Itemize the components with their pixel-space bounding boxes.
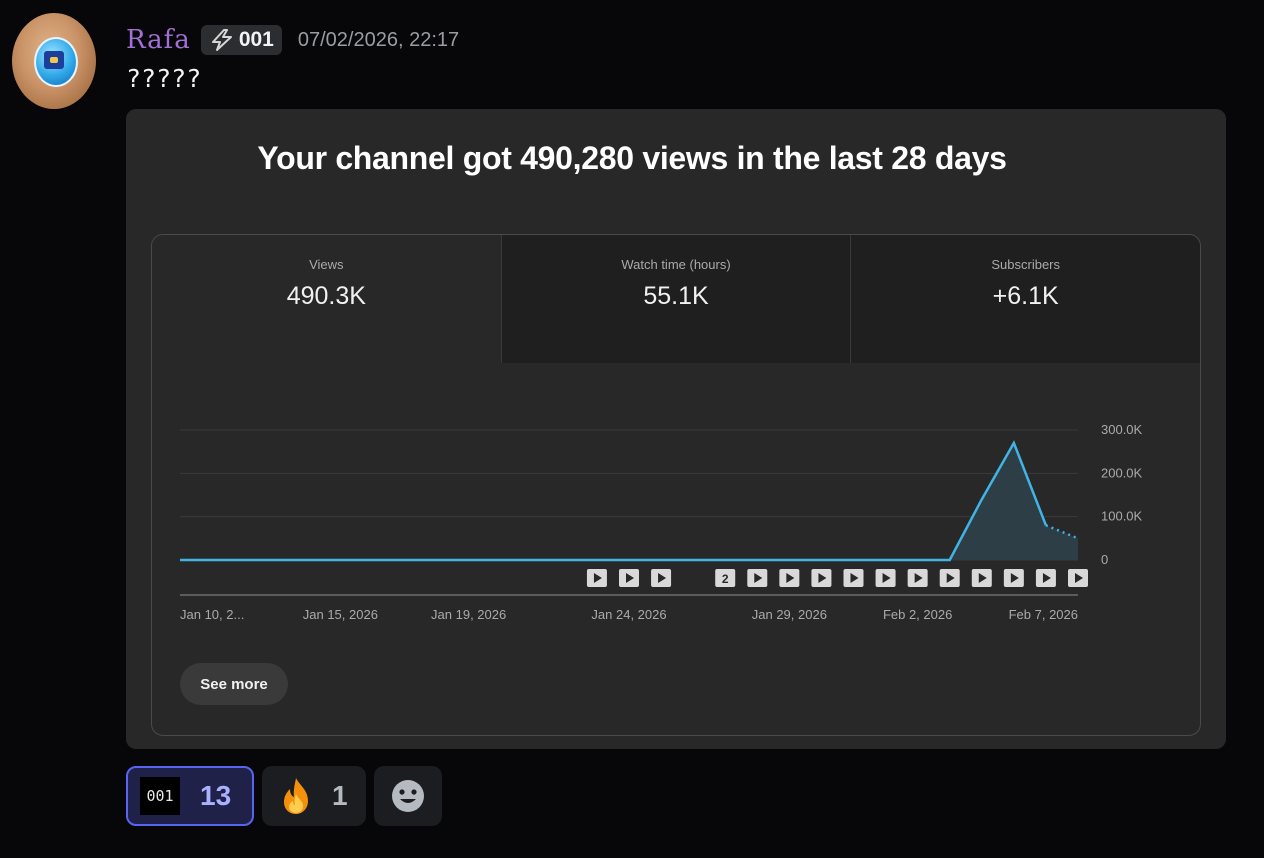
play-icon bbox=[626, 573, 634, 583]
series-line bbox=[180, 440, 1048, 562]
play-icon bbox=[1075, 573, 1083, 583]
stat-tab-subscribers[interactable]: Subscribers +6.1K bbox=[850, 235, 1200, 363]
stat-value: 55.1K bbox=[643, 282, 709, 310]
stat-value: 490.3K bbox=[286, 282, 366, 310]
timestamp: 07/02/2026, 22:17 bbox=[297, 28, 460, 51]
analytics-card: Views 490.3K Watch time (hours) 55.1K Su… bbox=[151, 234, 1201, 736]
username[interactable]: Rafa bbox=[126, 25, 191, 55]
play-icon bbox=[593, 573, 602, 583]
x-tick-label: Jan 29, 2026 bbox=[752, 607, 827, 622]
fire-icon bbox=[284, 778, 308, 814]
x-tick-label: Jan 10, 2... bbox=[180, 607, 244, 622]
server-tag-label: 001 bbox=[238, 28, 274, 51]
y-tick-label: 100.0K bbox=[1101, 509, 1143, 524]
video-marker-count: 2 bbox=[722, 572, 729, 586]
x-tick-label: Jan 19, 2026 bbox=[431, 607, 506, 622]
play-icon bbox=[1010, 573, 1019, 583]
stat-label: Watch time (hours) bbox=[621, 257, 731, 272]
x-tick-label: Jan 15, 2026 bbox=[303, 607, 378, 622]
stat-tab-watch-time[interactable]: Watch time (hours) 55.1K bbox=[500, 235, 851, 363]
play-icon bbox=[882, 573, 891, 583]
play-icon bbox=[786, 573, 795, 583]
stat-label: Views bbox=[309, 257, 344, 272]
reaction-count: 13 bbox=[200, 780, 232, 811]
reaction-fire[interactable]: 1 bbox=[262, 766, 366, 826]
y-tick-label: 0 bbox=[1101, 552, 1108, 567]
play-icon bbox=[914, 573, 923, 583]
reactions-bar: 001 13 1 bbox=[126, 766, 442, 826]
x-tick-label: Jan 24, 2026 bbox=[591, 607, 666, 622]
add-reaction-icon bbox=[392, 780, 424, 812]
x-tick-label: Feb 2, 2026 bbox=[883, 607, 952, 622]
stat-tab-views[interactable]: Views 490.3K bbox=[152, 235, 501, 363]
play-icon bbox=[850, 573, 859, 583]
play-icon bbox=[818, 573, 827, 583]
see-more-button[interactable]: See more bbox=[180, 663, 288, 705]
y-tick-label: 200.0K bbox=[1101, 465, 1143, 480]
emoji-001-icon: 001 bbox=[140, 777, 180, 815]
reaction-count: 1 bbox=[332, 780, 348, 811]
reaction-001[interactable]: 001 13 bbox=[126, 766, 254, 826]
play-icon bbox=[1042, 573, 1051, 583]
x-tick-label: Feb 7, 2026 bbox=[1009, 607, 1078, 622]
y-tick-label: 300.0K bbox=[1101, 422, 1143, 437]
play-icon bbox=[946, 573, 955, 583]
stats-tabs: Views 490.3K Watch time (hours) 55.1K Su… bbox=[152, 235, 1200, 363]
stat-value: +6.1K bbox=[992, 282, 1059, 310]
stat-label: Subscribers bbox=[991, 257, 1060, 272]
views-chart: 300.0K 200.0K 100.0K 0 2 Jan 10, 2... Jan 15, … bbox=[180, 422, 1143, 622]
play-icon bbox=[754, 573, 763, 583]
server-tag[interactable]: 001 bbox=[200, 25, 282, 55]
add-reaction-button[interactable] bbox=[374, 766, 442, 826]
play-icon bbox=[658, 573, 667, 583]
play-icon bbox=[978, 573, 987, 583]
series-area bbox=[180, 443, 1078, 560]
lightning-icon bbox=[211, 29, 232, 51]
user-avatar[interactable] bbox=[12, 13, 96, 109]
video-marker bbox=[715, 569, 736, 587]
avatar-image bbox=[34, 37, 78, 87]
embed-title: Your channel got 490,280 views in the la… bbox=[257, 140, 1007, 176]
message-text: ????? bbox=[126, 64, 202, 93]
message-header: Rafa 001 07/02/2026, 22:17 bbox=[126, 24, 459, 56]
